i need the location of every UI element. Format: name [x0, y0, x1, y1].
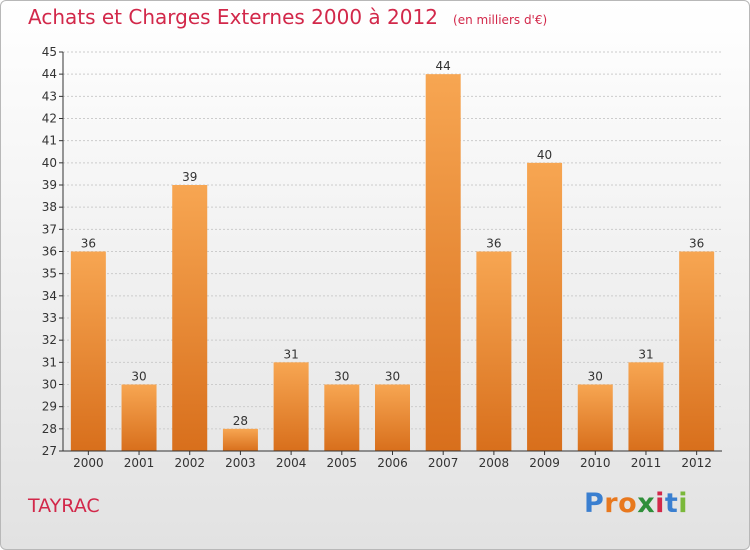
- logo-letter: i: [678, 488, 689, 519]
- y-tick-label: 39: [42, 178, 57, 192]
- bar-2012: [679, 251, 715, 451]
- bar-2006: [375, 384, 410, 451]
- bar-2005: [324, 384, 360, 451]
- y-tick-label: 40: [42, 156, 57, 170]
- y-tick-label: 33: [42, 311, 57, 325]
- chart-title: Achats et Charges Externes 2000 à 2012: [28, 5, 438, 29]
- x-tick-label: 2000: [73, 456, 104, 470]
- data-label: 31: [638, 347, 653, 361]
- data-label: 30: [588, 370, 603, 384]
- y-tick-label: 34: [42, 289, 57, 303]
- logo-letter: i: [655, 488, 665, 519]
- x-tick-label: 2001: [124, 456, 155, 470]
- data-label: 36: [486, 237, 501, 251]
- data-label: 40: [537, 148, 552, 162]
- y-tick-label: 43: [42, 89, 57, 103]
- y-tick-label: 35: [42, 267, 57, 281]
- commune-name: TAYRAC: [28, 495, 100, 517]
- bar-2002: [172, 185, 208, 451]
- y-tick-label: 41: [42, 134, 57, 148]
- x-tick-label: 2004: [276, 456, 307, 470]
- data-label: 28: [233, 414, 248, 428]
- y-tick-label: 42: [42, 112, 57, 126]
- y-tick-label: 27: [42, 444, 57, 458]
- data-label: 36: [81, 237, 96, 251]
- logo-letter: x: [637, 488, 656, 519]
- x-tick-label: 2003: [225, 456, 256, 470]
- bar-2004: [273, 362, 309, 451]
- logo-letter: t: [664, 488, 679, 519]
- x-tick-label: 2009: [529, 456, 560, 470]
- y-tick-label: 37: [42, 222, 57, 236]
- y-tick-label: 38: [42, 200, 57, 214]
- data-label: 44: [436, 59, 451, 73]
- logo-letter: r: [604, 488, 619, 519]
- y-tick-label: 28: [42, 422, 57, 436]
- data-label: 36: [689, 237, 704, 251]
- data-label: 30: [131, 370, 146, 384]
- y-tick-label: 44: [42, 67, 57, 81]
- x-tick-label: 2005: [327, 456, 358, 470]
- x-tick-label: 2011: [631, 456, 662, 470]
- x-tick-label: 2007: [428, 456, 459, 470]
- labels: 36 30 39 28 31 30 30 44 36 40 30 31 36: [81, 59, 705, 428]
- bar-2011: [628, 362, 664, 451]
- y-tick-label: 36: [42, 245, 57, 259]
- chart-unit: (en milliers d'€): [453, 13, 548, 27]
- bars: [70, 74, 715, 452]
- x-tick-label: 2008: [479, 456, 510, 470]
- logo-letter: o: [618, 488, 638, 519]
- data-label: 30: [334, 370, 349, 384]
- bar-2001: [121, 384, 157, 451]
- chart-title-block: Achats et Charges Externes 2000 à 2012 (…: [28, 5, 547, 29]
- data-label: 39: [182, 170, 197, 184]
- y-tick-label: 45: [42, 45, 57, 59]
- x-tick-label: 2002: [174, 456, 205, 470]
- x-tick-label: 2012: [681, 456, 712, 470]
- bar-2009: [527, 162, 563, 452]
- bar-2007: [425, 74, 461, 452]
- bar-2010: [577, 384, 613, 451]
- bar-2000: [70, 251, 106, 451]
- bar-2008: [476, 251, 512, 451]
- data-label: 30: [385, 370, 400, 384]
- y-tick-label: 32: [42, 333, 57, 347]
- x-tick-label: 2006: [377, 456, 408, 470]
- y-tick-label: 29: [42, 400, 57, 414]
- proxiti-logo: Proxiti: [584, 488, 688, 519]
- y-tick-label: 31: [42, 355, 57, 369]
- bar-2003: [222, 428, 258, 451]
- data-label: 31: [283, 347, 298, 361]
- y-tick-label: 30: [42, 378, 57, 392]
- logo-letter: P: [584, 488, 605, 519]
- x-tick-label: 2010: [580, 456, 611, 470]
- axes: 27 28 29 30 31 32 33 34 35 36 37 38 39 40 41 42 43 44 45 20…: [42, 45, 722, 470]
